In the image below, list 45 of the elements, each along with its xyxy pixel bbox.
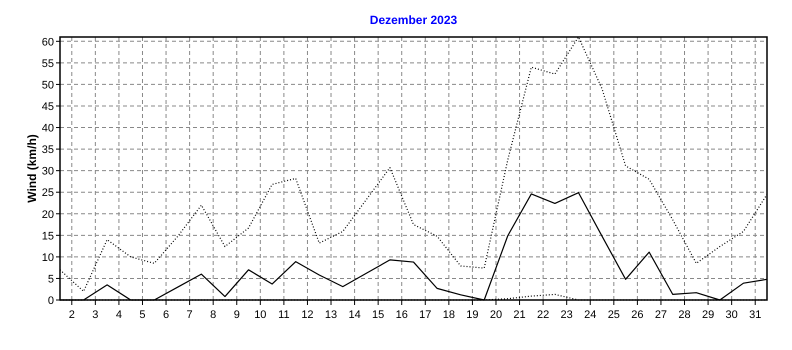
x-tick-label: 15	[372, 309, 384, 321]
x-tick-label: 4	[116, 309, 122, 321]
x-tick-label: 3	[92, 309, 98, 321]
x-tick-label: 24	[584, 309, 596, 321]
x-tick-label: 19	[466, 309, 479, 321]
x-tick-label: 27	[654, 309, 668, 321]
y-tick-label: 30	[42, 166, 54, 178]
x-tick-label: 29	[702, 309, 714, 321]
x-tick-label: 25	[608, 309, 620, 321]
x-tick-label: 18	[442, 309, 455, 321]
x-tick-label: 28	[678, 309, 691, 321]
y-tick-label: 15	[42, 230, 54, 242]
x-tick-label: 12	[301, 309, 314, 321]
x-tick-label: 8	[210, 309, 216, 321]
chart-title: Dezember 2023	[370, 13, 458, 27]
x-tick-label: 9	[234, 309, 240, 321]
y-tick-label: 60	[42, 36, 54, 48]
y-tick-label: 40	[42, 122, 54, 135]
y-axis-title: Wind (km/h)	[25, 134, 39, 203]
y-tick-label: 20	[42, 208, 54, 221]
y-tick-label: 5	[48, 273, 54, 286]
x-tick-label: 14	[348, 309, 361, 321]
x-tick-label: 31	[749, 309, 762, 321]
x-tick-label: 5	[139, 309, 146, 321]
x-tick-label: 16	[396, 309, 408, 321]
x-tick-label: 20	[490, 309, 502, 321]
x-tick-label: 2	[68, 309, 75, 321]
x-tick-label: 7	[186, 309, 193, 321]
x-tick-label: 6	[162, 309, 170, 321]
x-tick-label: 10	[254, 309, 266, 321]
x-tick-label: 11	[278, 309, 290, 321]
y-tick-label: 25	[42, 187, 54, 200]
x-tick-label: 30	[726, 309, 738, 321]
y-tick-label: 55	[42, 58, 54, 70]
y-tick-label: 50	[42, 79, 54, 92]
y-tick-label: 45	[42, 100, 54, 113]
x-tick-label: 26	[631, 309, 644, 321]
x-tick-label: 22	[536, 309, 550, 321]
y-tick-label: 10	[42, 252, 54, 264]
x-tick-label: 21	[513, 309, 526, 321]
x-tick-label: 17	[419, 309, 432, 321]
y-tick-label: 0	[48, 295, 54, 307]
x-tick-label: 13	[324, 309, 338, 321]
y-tick-label: 35	[42, 144, 54, 156]
x-tick-label: 23	[560, 309, 573, 321]
